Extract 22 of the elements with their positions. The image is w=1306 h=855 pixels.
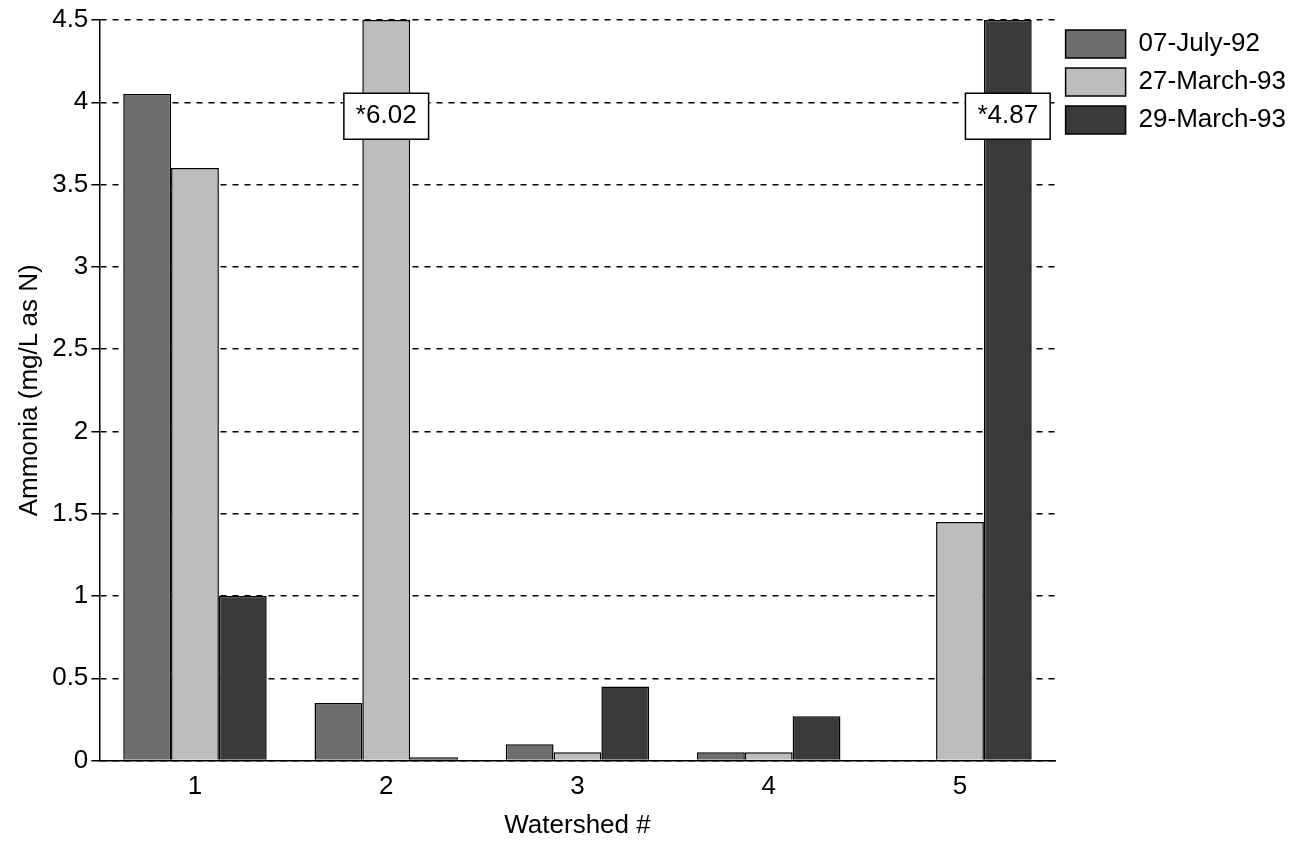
y-tick-label: 4 — [73, 85, 89, 116]
y-tick-label: 3.5 — [52, 167, 89, 198]
y-tick-label: 3 — [73, 250, 89, 281]
y-tick-label: 1.5 — [52, 496, 89, 527]
legend-label: 27-March-93 — [1138, 65, 1287, 96]
legend-label: 29-March-93 — [1138, 103, 1287, 134]
y-tick-label: 4.5 — [52, 3, 89, 34]
x-tick-label: 3 — [570, 770, 585, 801]
annotation: *6.02 — [355, 99, 417, 130]
y-tick-label: 0.5 — [52, 661, 89, 692]
x-tick-label: 2 — [378, 770, 394, 801]
x-axis-title: Watershed # — [504, 808, 652, 839]
x-tick-label: 4 — [761, 770, 776, 801]
y-axis-title: Ammonia (mg/L as N) — [12, 264, 43, 517]
y-tick-label: 2 — [73, 414, 89, 445]
y-tick-label: 2.5 — [52, 332, 89, 363]
legend-label: 07-July-92 — [1138, 27, 1261, 58]
annotation: *4.87 — [977, 99, 1039, 130]
y-tick-label: 0 — [73, 743, 89, 774]
x-tick-label: 5 — [952, 770, 968, 801]
y-tick-label: 1 — [73, 579, 89, 610]
x-tick-label: 1 — [187, 770, 203, 801]
